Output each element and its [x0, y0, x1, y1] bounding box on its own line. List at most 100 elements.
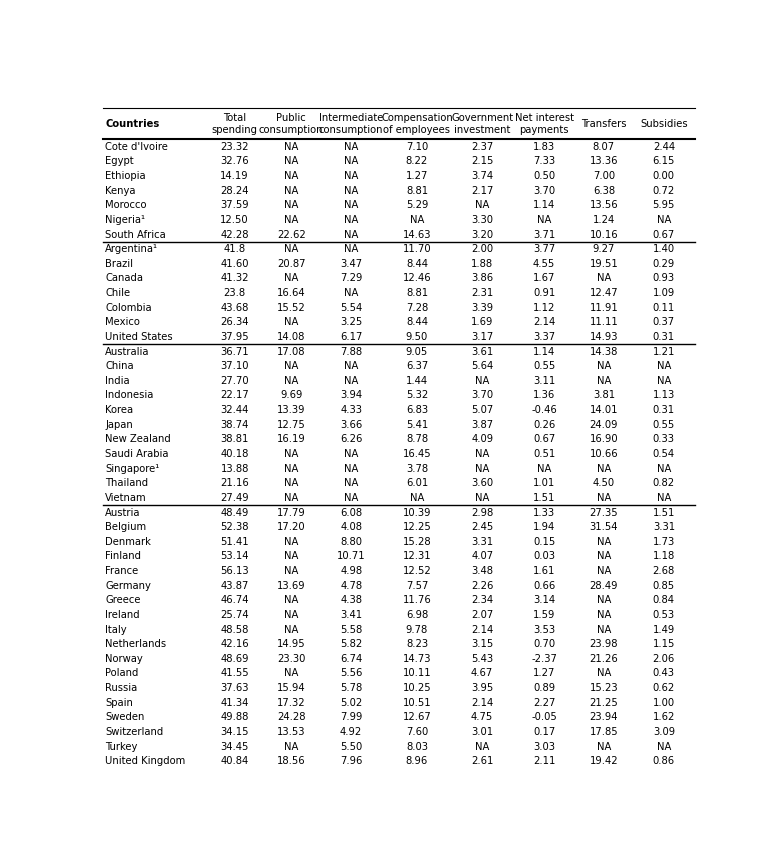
- Text: Intermediate
consumption: Intermediate consumption: [319, 113, 383, 135]
- Text: 3.37: 3.37: [533, 332, 555, 342]
- Text: 10.66: 10.66: [590, 449, 618, 459]
- Text: 1.88: 1.88: [471, 259, 493, 269]
- Text: Russia: Russia: [105, 683, 138, 693]
- Text: 7.60: 7.60: [406, 727, 428, 737]
- Text: -0.46: -0.46: [531, 405, 557, 415]
- Text: NA: NA: [344, 493, 359, 503]
- Text: 2.45: 2.45: [471, 522, 493, 532]
- Text: NA: NA: [284, 273, 298, 284]
- Text: Ireland: Ireland: [105, 610, 140, 620]
- Text: 5.07: 5.07: [471, 405, 493, 415]
- Text: 2.17: 2.17: [471, 186, 493, 195]
- Text: 4.09: 4.09: [471, 434, 493, 445]
- Text: Greece: Greece: [105, 595, 141, 606]
- Text: 1.73: 1.73: [652, 537, 675, 547]
- Text: Australia: Australia: [105, 347, 149, 356]
- Text: 6.08: 6.08: [340, 508, 363, 517]
- Text: Denmark: Denmark: [105, 537, 151, 547]
- Text: 12.31: 12.31: [403, 551, 431, 561]
- Text: NA: NA: [475, 464, 489, 474]
- Text: Nigeria¹: Nigeria¹: [105, 215, 145, 225]
- Text: NA: NA: [284, 669, 298, 678]
- Text: 5.95: 5.95: [652, 201, 675, 210]
- Text: 5.54: 5.54: [340, 303, 363, 312]
- Text: 8.78: 8.78: [406, 434, 428, 445]
- Text: 10.51: 10.51: [403, 698, 431, 708]
- Text: 18.56: 18.56: [277, 756, 305, 766]
- Text: 3.66: 3.66: [340, 420, 363, 430]
- Text: Vietnam: Vietnam: [105, 493, 147, 503]
- Text: 28.24: 28.24: [220, 186, 249, 195]
- Text: NA: NA: [284, 186, 298, 195]
- Text: 15.52: 15.52: [277, 303, 305, 312]
- Text: 14.38: 14.38: [590, 347, 618, 356]
- Text: 1.00: 1.00: [652, 698, 675, 708]
- Text: 3.74: 3.74: [471, 171, 493, 181]
- Text: NA: NA: [284, 362, 298, 371]
- Text: 16.19: 16.19: [277, 434, 305, 445]
- Text: NA: NA: [344, 478, 359, 488]
- Text: 0.03: 0.03: [533, 551, 555, 561]
- Text: 5.32: 5.32: [406, 390, 428, 400]
- Text: NA: NA: [284, 595, 298, 606]
- Text: 4.67: 4.67: [471, 669, 493, 678]
- Text: 38.74: 38.74: [220, 420, 249, 430]
- Text: 21.25: 21.25: [590, 698, 618, 708]
- Text: 17.79: 17.79: [277, 508, 305, 517]
- Text: Poland: Poland: [105, 669, 138, 678]
- Text: 8.81: 8.81: [406, 186, 428, 195]
- Text: 22.62: 22.62: [277, 229, 305, 240]
- Text: 5.43: 5.43: [471, 654, 493, 663]
- Text: 53.14: 53.14: [220, 551, 249, 561]
- Text: Morocco: Morocco: [105, 201, 147, 210]
- Text: Transfers: Transfers: [581, 119, 627, 129]
- Text: 1.51: 1.51: [652, 508, 675, 517]
- Text: 26.34: 26.34: [220, 317, 249, 327]
- Text: NA: NA: [344, 157, 359, 166]
- Text: 1.59: 1.59: [533, 610, 555, 620]
- Text: Korea: Korea: [105, 405, 133, 415]
- Text: United States: United States: [105, 332, 172, 342]
- Text: 5.82: 5.82: [340, 639, 363, 649]
- Text: 3.14: 3.14: [533, 595, 555, 606]
- Text: 2.06: 2.06: [652, 654, 675, 663]
- Text: NA: NA: [475, 375, 489, 386]
- Text: 37.10: 37.10: [220, 362, 249, 371]
- Text: 12.47: 12.47: [590, 288, 618, 298]
- Text: 3.15: 3.15: [471, 639, 493, 649]
- Text: 2.15: 2.15: [471, 157, 493, 166]
- Text: 23.32: 23.32: [220, 142, 249, 151]
- Text: NA: NA: [597, 464, 611, 474]
- Text: 15.94: 15.94: [277, 683, 305, 693]
- Text: 2.14: 2.14: [471, 625, 493, 635]
- Text: 2.26: 2.26: [471, 580, 493, 591]
- Text: 1.33: 1.33: [533, 508, 555, 517]
- Text: 19.51: 19.51: [590, 259, 618, 269]
- Text: Mexico: Mexico: [105, 317, 140, 327]
- Text: 12.50: 12.50: [220, 215, 249, 225]
- Text: 13.56: 13.56: [590, 201, 618, 210]
- Text: NA: NA: [284, 551, 298, 561]
- Text: 23.8: 23.8: [223, 288, 246, 298]
- Text: 27.35: 27.35: [590, 508, 618, 517]
- Text: NA: NA: [475, 741, 489, 752]
- Text: 4.98: 4.98: [340, 566, 363, 576]
- Text: NA: NA: [284, 157, 298, 166]
- Text: 36.71: 36.71: [220, 347, 249, 356]
- Text: 8.96: 8.96: [406, 756, 428, 766]
- Text: 9.50: 9.50: [406, 332, 428, 342]
- Text: 3.86: 3.86: [471, 273, 493, 284]
- Text: NA: NA: [656, 375, 671, 386]
- Text: 8.81: 8.81: [406, 288, 428, 298]
- Text: 14.95: 14.95: [277, 639, 305, 649]
- Text: 13.36: 13.36: [590, 157, 618, 166]
- Text: 40.84: 40.84: [220, 756, 249, 766]
- Text: 1.14: 1.14: [533, 201, 555, 210]
- Text: NA: NA: [597, 362, 611, 371]
- Text: NA: NA: [284, 449, 298, 459]
- Text: NA: NA: [656, 493, 671, 503]
- Text: 24.28: 24.28: [277, 712, 305, 722]
- Text: Ethiopia: Ethiopia: [105, 171, 145, 181]
- Text: 1.69: 1.69: [471, 317, 493, 327]
- Text: 27.49: 27.49: [220, 493, 249, 503]
